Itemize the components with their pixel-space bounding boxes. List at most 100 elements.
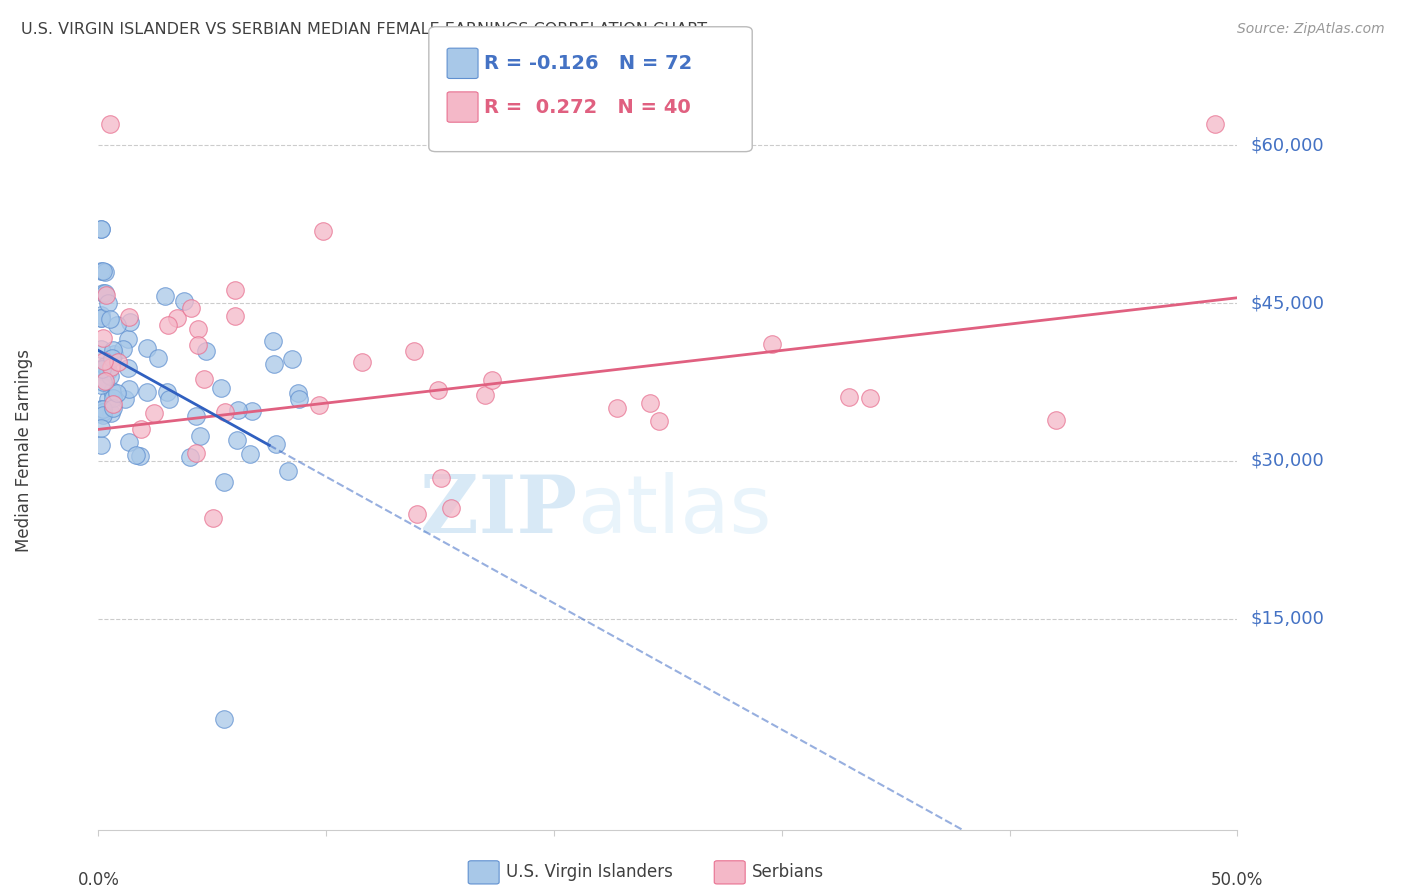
Point [90, 308, 112, 322]
Point [148, 351, 170, 366]
Point [97, 392, 120, 406]
Point [90, 264, 112, 278]
Text: Median Female Earnings: Median Female Earnings [15, 349, 34, 552]
Point [98, 311, 121, 326]
Point [156, 385, 179, 400]
Point [263, 358, 285, 372]
Point [606, 401, 628, 415]
Point [90, 311, 112, 326]
Point [90, 402, 112, 417]
Point [209, 381, 232, 395]
Point [101, 384, 124, 399]
Point [93, 353, 115, 368]
Point [404, 343, 426, 358]
Point [101, 343, 124, 357]
Point [226, 403, 249, 417]
Point [101, 401, 124, 415]
Point [117, 332, 139, 346]
Point [142, 406, 165, 420]
Point [266, 437, 288, 451]
Point [224, 283, 246, 297]
Point [1204, 117, 1226, 131]
Point [90, 222, 112, 236]
Point [262, 334, 284, 348]
Text: R =  0.272   N = 40: R = 0.272 N = 40 [484, 97, 690, 117]
Point [288, 392, 311, 407]
Point [90, 421, 112, 435]
Point [648, 414, 671, 428]
Point [101, 391, 124, 405]
Text: 0.0%: 0.0% [77, 871, 120, 889]
Point [153, 289, 176, 303]
Point [226, 433, 249, 447]
Point [96, 359, 118, 374]
Point [90, 310, 112, 325]
Text: atlas: atlas [576, 472, 770, 550]
Point [129, 422, 152, 436]
Point [129, 449, 152, 463]
Point [107, 354, 129, 368]
Point [180, 301, 202, 315]
Point [103, 347, 125, 361]
Point [308, 398, 330, 412]
Point [440, 501, 463, 516]
Point [91, 285, 114, 300]
Point [481, 373, 503, 387]
Point [90, 438, 112, 452]
Point [212, 475, 235, 489]
Point [101, 397, 124, 411]
Point [188, 428, 211, 442]
Point [350, 355, 373, 369]
Point [214, 405, 236, 419]
Point [212, 712, 235, 726]
Text: $30,000: $30,000 [1251, 452, 1324, 470]
Point [761, 337, 783, 351]
Point [96, 296, 118, 310]
Point [98, 117, 121, 131]
Point [101, 351, 124, 365]
Point [157, 392, 180, 406]
Text: $45,000: $45,000 [1251, 294, 1324, 312]
Point [406, 507, 429, 521]
Point [186, 446, 208, 460]
Point [281, 351, 304, 366]
Point [118, 382, 141, 396]
Text: Source: ZipAtlas.com: Source: ZipAtlas.com [1237, 22, 1385, 37]
Point [287, 385, 309, 400]
Point [90, 361, 112, 376]
Point [520, 117, 543, 131]
Text: $15,000: $15,000 [1251, 610, 1324, 628]
Point [91, 375, 114, 389]
Point [91, 405, 114, 419]
Point [179, 450, 201, 464]
Point [118, 434, 141, 449]
Point [124, 448, 146, 462]
Point [105, 385, 128, 400]
Text: 50.0%: 50.0% [1211, 871, 1264, 889]
Point [224, 309, 246, 323]
Point [195, 343, 218, 358]
Point [94, 287, 117, 301]
Point [312, 224, 335, 238]
Point [135, 385, 157, 400]
Point [277, 464, 299, 478]
Point [859, 391, 882, 405]
Point [239, 447, 262, 461]
Point [100, 359, 122, 374]
Text: U.S. VIRGIN ISLANDER VS SERBIAN MEDIAN FEMALE EARNINGS CORRELATION CHART: U.S. VIRGIN ISLANDER VS SERBIAN MEDIAN F… [21, 22, 707, 37]
Point [135, 341, 157, 355]
Point [100, 406, 122, 420]
Point [91, 331, 114, 345]
Text: $60,000: $60,000 [1251, 136, 1324, 154]
Text: ZIP: ZIP [420, 472, 576, 550]
Point [97, 364, 120, 378]
Point [1045, 413, 1067, 427]
Point [94, 374, 117, 388]
Point [98, 368, 121, 383]
Point [240, 404, 263, 418]
Point [184, 409, 207, 423]
Point [120, 315, 142, 329]
Text: Serbians: Serbians [752, 863, 824, 881]
Text: U.S. Virgin Islanders: U.S. Virgin Islanders [506, 863, 673, 881]
Point [640, 396, 662, 410]
